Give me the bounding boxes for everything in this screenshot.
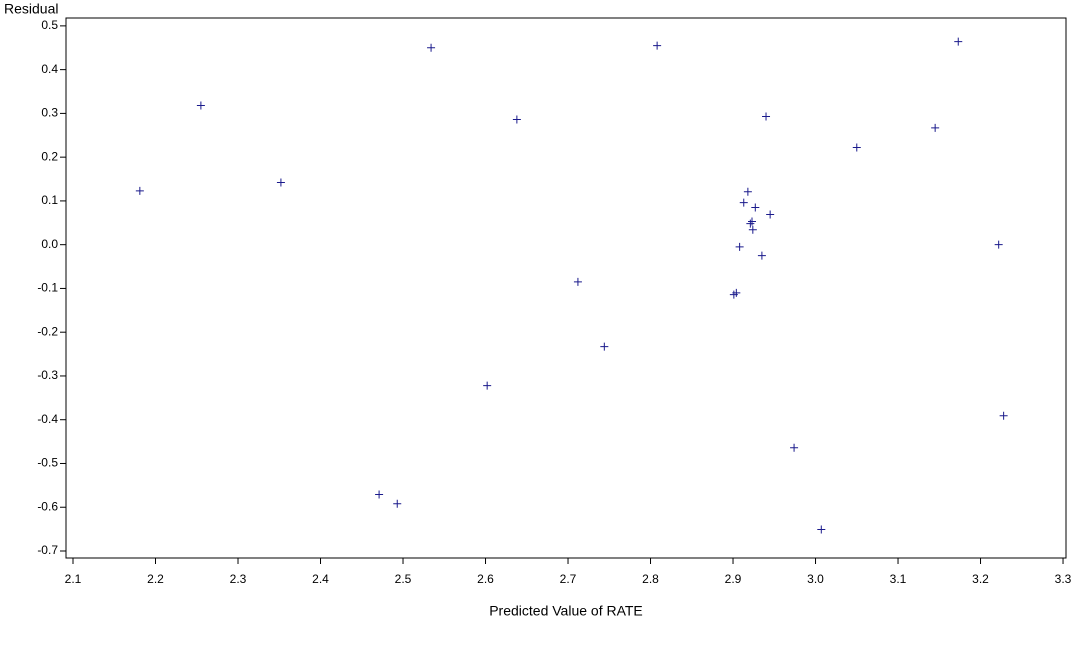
y-tick-label: 0.2 [41,149,58,163]
point [196,101,205,110]
point [757,251,766,260]
point [994,240,1003,249]
y-axis-title: Residual [4,1,58,17]
y-tick-label: -0.4 [37,412,58,426]
y-tick-label: 0.0 [41,237,58,251]
y-tick-label: -0.7 [37,543,58,557]
point [790,443,799,452]
y-tick-label: 0.1 [41,193,58,207]
point [999,411,1008,420]
point [732,288,741,297]
x-tick-label: 3.1 [890,572,907,586]
point [735,242,744,251]
x-tick-label: 3.2 [972,572,989,586]
point [653,41,662,50]
x-tick-label: 2.9 [725,572,742,586]
point [751,203,760,212]
plot-frame [65,17,1067,559]
x-tick-label: 3.3 [1055,572,1072,586]
point [739,198,748,207]
point [748,217,756,226]
x-tick-label: 2.3 [230,572,247,586]
y-tick-label: 0.4 [41,62,58,76]
point [135,186,144,195]
y-tick-label: -0.1 [37,281,58,295]
point [276,178,285,187]
point [427,43,436,52]
point [817,525,826,534]
y-tick-label: -0.3 [37,368,58,382]
x-tick-label: 3.0 [807,572,824,586]
x-tick-label: 2.7 [560,572,577,586]
point [512,115,521,124]
y-tick-label: 0.5 [41,18,58,32]
point [852,143,861,152]
y-tick-label: 0.3 [41,106,58,120]
x-axis-title: Predicted Value of RATE [489,603,643,619]
point [766,210,775,219]
point [375,490,384,499]
y-tick-label: -0.2 [37,324,58,338]
point [743,187,752,196]
x-tick-label: 2.1 [65,572,82,586]
point [483,381,492,390]
point [954,37,963,46]
x-tick-label: 2.6 [477,572,494,586]
point [762,112,771,121]
point [393,499,402,508]
x-tick-label: 2.4 [312,572,329,586]
y-tick-label: -0.6 [37,499,58,513]
point [748,225,757,234]
point [600,342,609,351]
x-tick-label: 2.5 [395,572,412,586]
x-tick-label: 2.8 [642,572,659,586]
point [931,123,940,132]
point [573,277,582,286]
y-tick-label: -0.5 [37,456,58,470]
x-tick-label: 2.2 [147,572,164,586]
